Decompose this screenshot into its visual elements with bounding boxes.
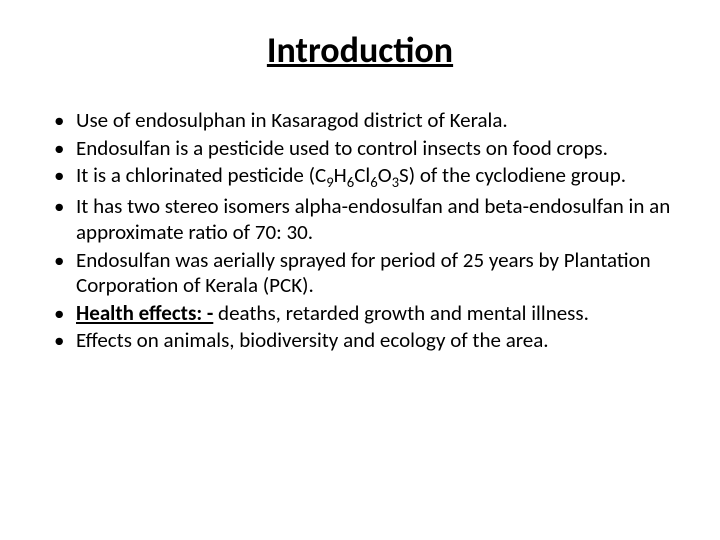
list-item-suffix: ) of the cyclodiene group. [409, 162, 626, 188]
list-item: It has two stereo isomers alpha-endosulf… [54, 194, 676, 245]
list-item-text: Use of endosulphan in Kasaragod district… [76, 107, 508, 133]
formula-elem: H [334, 162, 347, 188]
list-item: Endosulfan is a pesticide used to contro… [54, 136, 676, 162]
bullet-list: Use of endosulphan in Kasaragod district… [44, 108, 676, 354]
formula-elem: S [399, 162, 409, 188]
list-item-text: Endosulfan was aerially sprayed for peri… [76, 247, 651, 299]
list-item-text: Effects on animals, biodiversity and eco… [76, 327, 549, 353]
list-item: It is a chlorinated pesticide (C9H6Cl6O3… [54, 163, 676, 192]
formula-sub: 3 [392, 173, 399, 191]
formula-elem: Cl [354, 162, 370, 188]
list-item-text: deaths, retarded growth and mental illne… [213, 300, 589, 326]
list-item-label: Health effects: - [76, 300, 213, 326]
slide-title: Introduction [44, 28, 676, 72]
slide: Introduction Use of endosulphan in Kasar… [0, 0, 720, 540]
list-item: Health effects: - deaths, retarded growt… [54, 301, 676, 327]
formula-sub: 6 [370, 173, 377, 191]
list-item-text: It has two stereo isomers alpha-endosulf… [76, 193, 670, 245]
list-item-text: Endosulfan is a pesticide used to contro… [76, 135, 608, 161]
list-item: Endosulfan was aerially sprayed for peri… [54, 248, 676, 299]
list-item-prefix: It is a chlorinated pesticide (C [76, 162, 326, 188]
formula-elem: O [378, 162, 392, 188]
list-item: Effects on animals, biodiversity and eco… [54, 328, 676, 354]
formula-sub: 9 [326, 173, 333, 191]
list-item: Use of endosulphan in Kasaragod district… [54, 108, 676, 134]
